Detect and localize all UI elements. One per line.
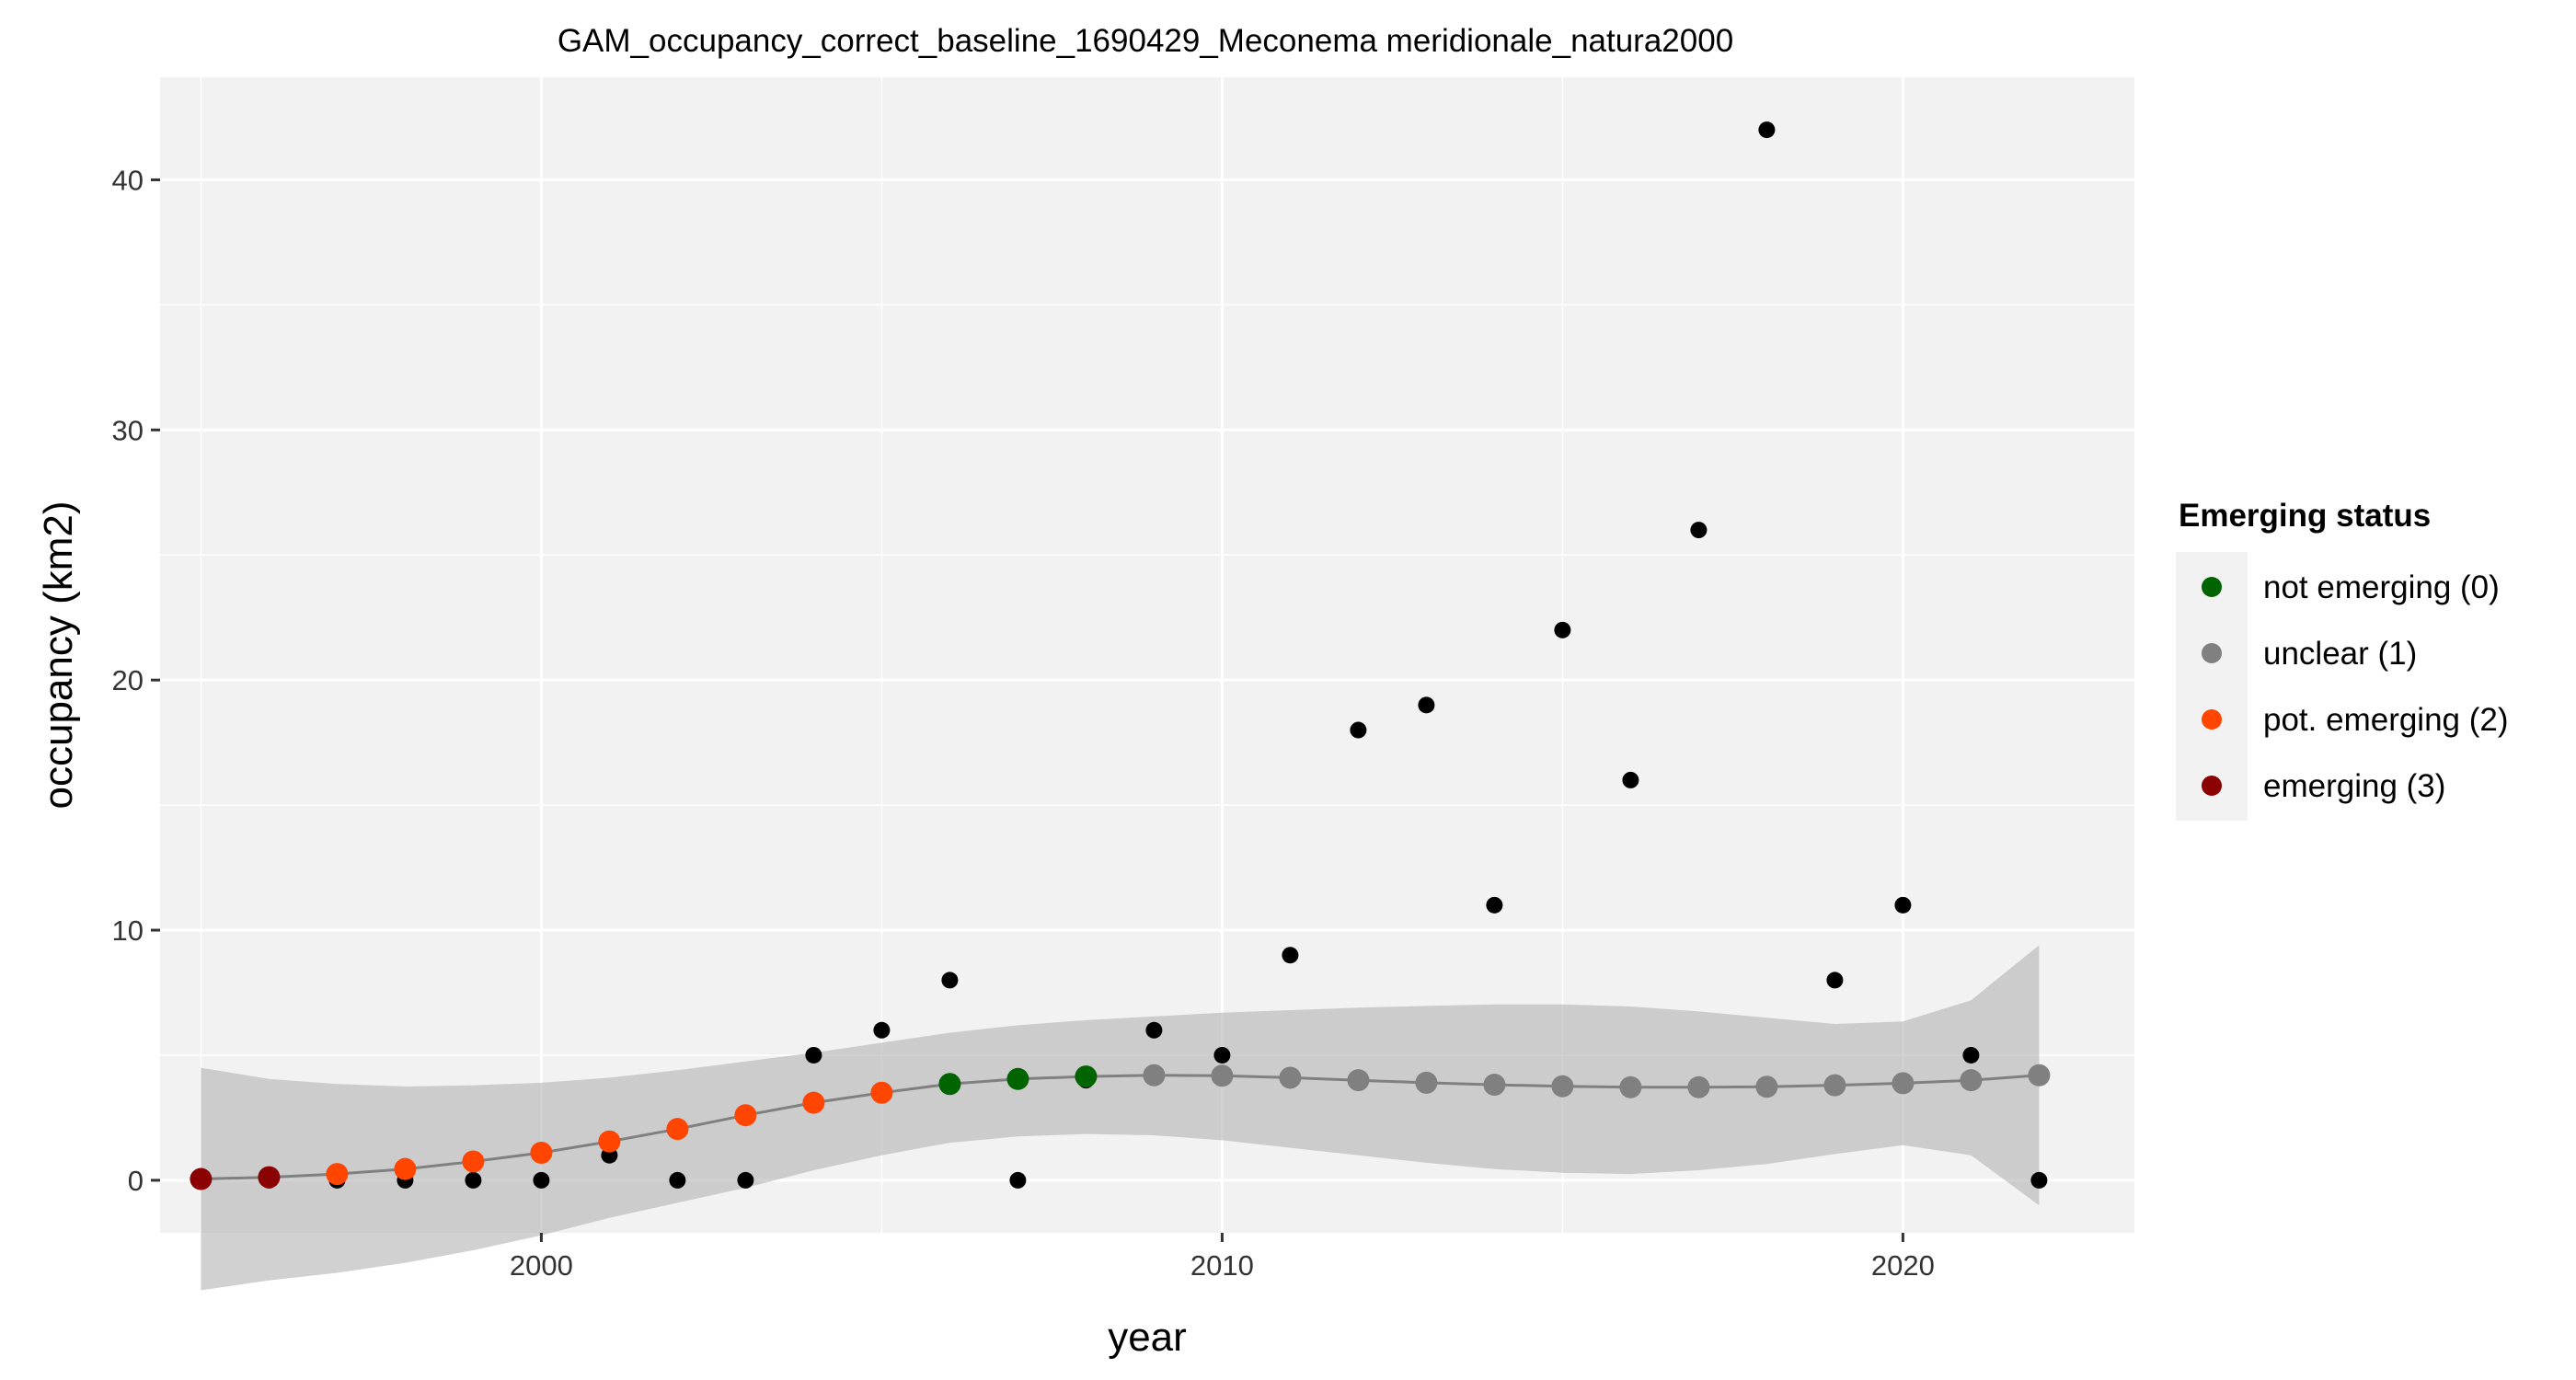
fitted-point — [870, 1081, 893, 1104]
fitted-point — [462, 1150, 485, 1173]
legend-title: Emerging status — [2179, 498, 2431, 534]
fitted-point — [1075, 1065, 1098, 1088]
y-tick-label: 0 — [128, 1165, 144, 1197]
legend-key — [2202, 776, 2222, 796]
observed-point — [1894, 896, 1912, 914]
observed-point — [1418, 696, 1435, 714]
observed-point — [669, 1171, 686, 1189]
fitted-point — [190, 1167, 213, 1190]
fitted-point — [1211, 1064, 1234, 1087]
legend: Emerging status not emerging (0) unclear … — [2176, 498, 2509, 821]
fitted-point — [1892, 1072, 1915, 1095]
x-axis-title: year — [1108, 1315, 1187, 1360]
observed-point — [1554, 621, 1571, 638]
observed-point — [737, 1171, 754, 1189]
observed-point — [1962, 1046, 1980, 1064]
observed-point — [1350, 721, 1367, 739]
fitted-point — [734, 1104, 757, 1127]
observed-point — [533, 1171, 550, 1189]
fitted-point — [1687, 1075, 1710, 1098]
y-axis: 0 10 20 30 40 — [112, 164, 160, 1197]
observed-point — [1009, 1171, 1027, 1189]
fitted-point — [1143, 1064, 1166, 1087]
fitted-point — [1755, 1075, 1778, 1098]
legend-label: not emerging (0) — [2263, 569, 2500, 605]
observed-point — [1690, 522, 1708, 539]
observed-point — [2030, 1171, 2048, 1189]
fitted-point — [394, 1157, 417, 1180]
observed-point — [805, 1046, 822, 1064]
fitted-point — [1823, 1074, 1846, 1097]
x-axis: 2000 2010 2020 — [510, 1233, 1935, 1282]
legend-items: not emerging (0) unclear (1) pot. emerging… — [2202, 569, 2509, 804]
fitted-line — [201, 1074, 2040, 1180]
fitted-point — [530, 1142, 553, 1165]
y-tick-label: 20 — [112, 664, 144, 696]
observed-point — [1758, 121, 1776, 139]
x-tick-label: 2010 — [1190, 1249, 1254, 1282]
chart-title: GAM_occupancy_correct_baseline_1690429_M… — [558, 23, 1733, 59]
fitted-point — [258, 1166, 281, 1189]
fitted-point — [1960, 1069, 1983, 1092]
legend-label: emerging (3) — [2263, 768, 2445, 804]
fitted-point — [938, 1073, 961, 1096]
y-tick-label: 10 — [112, 914, 144, 947]
observed-point — [941, 972, 959, 989]
observed-point — [1213, 1046, 1231, 1064]
y-tick-label: 40 — [112, 164, 144, 196]
fitted-point — [666, 1118, 689, 1141]
fitted-point — [326, 1163, 349, 1186]
y-tick-label: 30 — [112, 414, 144, 446]
legend-label: pot. emerging (2) — [2263, 702, 2509, 738]
observed-point — [1826, 972, 1844, 989]
observed-point — [873, 1021, 891, 1039]
confidence-ribbon — [201, 945, 2040, 1291]
observed-point — [1282, 947, 1299, 964]
legend-key — [2202, 643, 2222, 663]
fitted-points — [190, 1064, 2051, 1190]
fitted-point — [1483, 1074, 1506, 1097]
fitted-point — [1006, 1067, 1029, 1090]
observed-point — [1622, 771, 1639, 788]
observed-point — [1486, 896, 1503, 914]
x-tick-label: 2020 — [1871, 1249, 1935, 1282]
fitted-point — [1551, 1075, 1574, 1098]
legend-label: unclear (1) — [2263, 636, 2417, 672]
fitted-point — [1279, 1066, 1302, 1089]
observed-point — [465, 1171, 482, 1189]
legend-key — [2202, 577, 2222, 597]
fitted-point — [2028, 1064, 2051, 1087]
x-tick-label: 2000 — [510, 1249, 573, 1282]
observed-point — [1145, 1021, 1163, 1039]
fitted-point — [1415, 1071, 1438, 1094]
y-axis-title: occupancy (km2) — [36, 500, 81, 809]
fitted-point — [802, 1091, 825, 1114]
fitted-point — [1619, 1075, 1642, 1098]
fitted-point — [1347, 1069, 1370, 1092]
legend-key — [2202, 709, 2222, 730]
fitted-point — [598, 1130, 621, 1153]
